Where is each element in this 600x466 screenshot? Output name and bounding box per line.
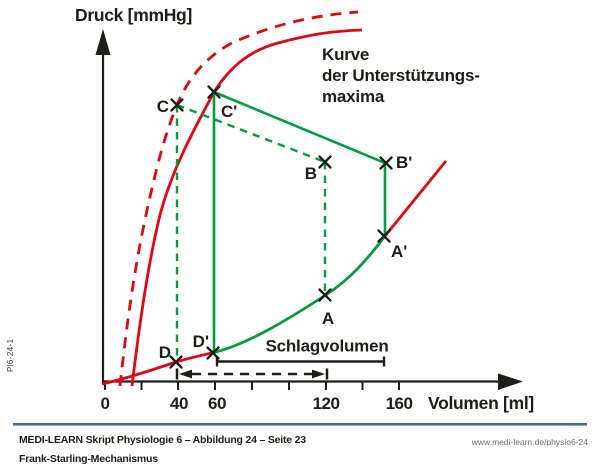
point-label-b: B [305,164,317,183]
footer-divider-line [13,423,587,426]
axes [101,52,501,390]
stroke-volume-label: Schlagvolumen [265,337,388,356]
x-tick-label-120: 120 [313,394,340,413]
point-label-a-prime: A' [391,242,407,261]
point-label-d: D [159,343,171,362]
point-markers [169,85,393,369]
curve-annotation-line-2: der Unterstützungs- [322,66,480,85]
footer-title: MEDI-LEARN Skript Physiologie 6 – Abbild… [19,434,306,446]
point-labels: C C' B B' A A' D D' [157,97,413,362]
working-loop-solid [212,90,387,353]
line-cprime-bprime [213,90,386,165]
point-label-a: A [322,309,334,328]
stroke-volume-bracket [215,356,386,367]
point-label-c-prime: C' [221,102,237,121]
x-tick-labels: 0 40 60 120 160 [101,394,413,413]
resting-curve-green [213,235,387,354]
y-axis-arrow-icon [95,29,111,55]
working-loop-dashed [175,103,327,362]
side-code-label: Pl6-24-1 [6,338,15,372]
maxima-curve-dashed [118,10,359,387]
point-label-c: C [157,97,169,116]
dashed-arrow-head-left-icon [179,369,192,379]
x-tick-label-0: 0 [101,394,110,413]
x-tick-label-160: 160 [386,394,413,413]
point-label-b-prime: B' [396,153,412,172]
x-tick-label-60: 60 [208,394,226,413]
x-axis-ticks [104,382,400,390]
x-axis-arrow-icon [498,373,523,390]
line-c-b-dashed [176,103,326,164]
point-marker-a [318,288,332,302]
maxima-curve-solid [130,28,363,387]
x-tick-label-40: 40 [170,394,188,413]
resting-curve-red-right [383,160,448,237]
curve-annotation-line-1: Kurve [322,45,369,64]
x-axis-title: Volumen [ml] [428,393,534,413]
footer-url: www.medi-learn.de/physio6-24 [471,437,588,447]
dashed-arrow-head-right-icon [312,369,325,379]
curve-annotation-label: Kurve der Unterstützungs- maxima [322,45,480,106]
footer-subtitle: Frank-Starling-Mechanismus [19,453,158,465]
point-label-d-prime: D' [193,332,209,351]
stroke-volume-dashed-arrow [175,368,329,380]
curve-annotation-line-3: maxima [322,87,385,106]
maxima-curves [118,10,363,387]
y-axis-title: Druck [mmHg] [75,5,192,25]
